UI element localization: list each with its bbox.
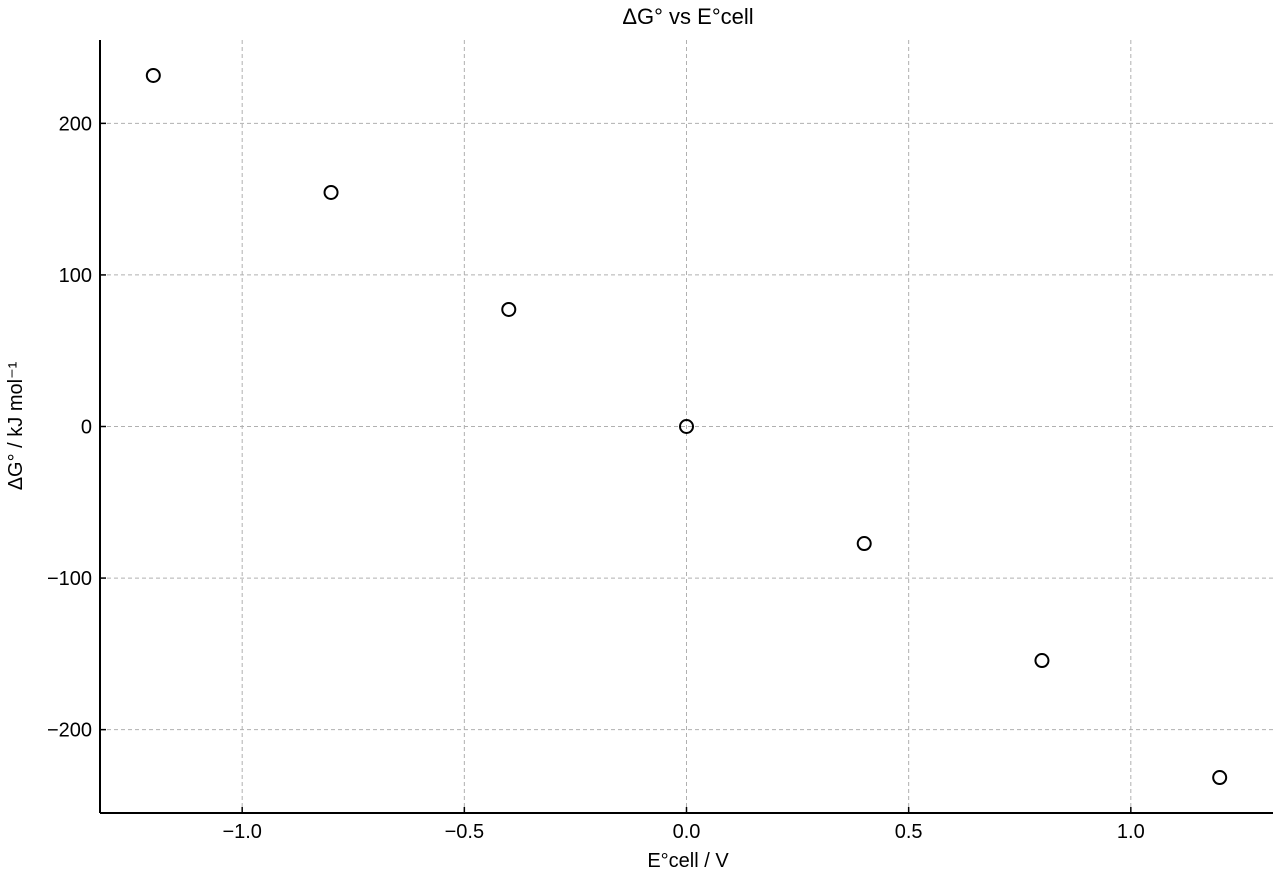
grid-lines: [100, 40, 1273, 813]
data-point: [1212, 770, 1228, 786]
data-point: [501, 301, 517, 317]
x-tick-label: −0.5: [445, 821, 484, 843]
y-tick-label: 200: [59, 113, 92, 135]
y-axis-label: ΔG° / kJ mol⁻¹: [5, 361, 27, 490]
data-point: [1034, 653, 1050, 669]
data-point: [679, 419, 694, 434]
x-tick-label: 0.5: [895, 821, 923, 843]
x-axis-label: E°cell / V: [647, 850, 729, 872]
y-tick-label: 100: [59, 265, 92, 287]
y-tick-label: −100: [47, 568, 92, 590]
data-points: [145, 67, 1228, 786]
y-tick-label: 0: [81, 417, 92, 439]
data-point: [323, 184, 339, 200]
x-tick-label: 0.0: [673, 821, 701, 843]
chart-title: ΔG° vs E°cell: [622, 4, 753, 29]
data-point: [145, 67, 161, 83]
tick-marks: −1.0 −0.5 0.0 0.5 1.0 −200 −100 0 100 200: [47, 113, 1145, 843]
x-tick-label: 1.0: [1117, 821, 1145, 843]
data-point: [856, 536, 872, 552]
x-tick-label: −1.0: [222, 821, 261, 843]
y-tick-label: −200: [47, 720, 92, 742]
